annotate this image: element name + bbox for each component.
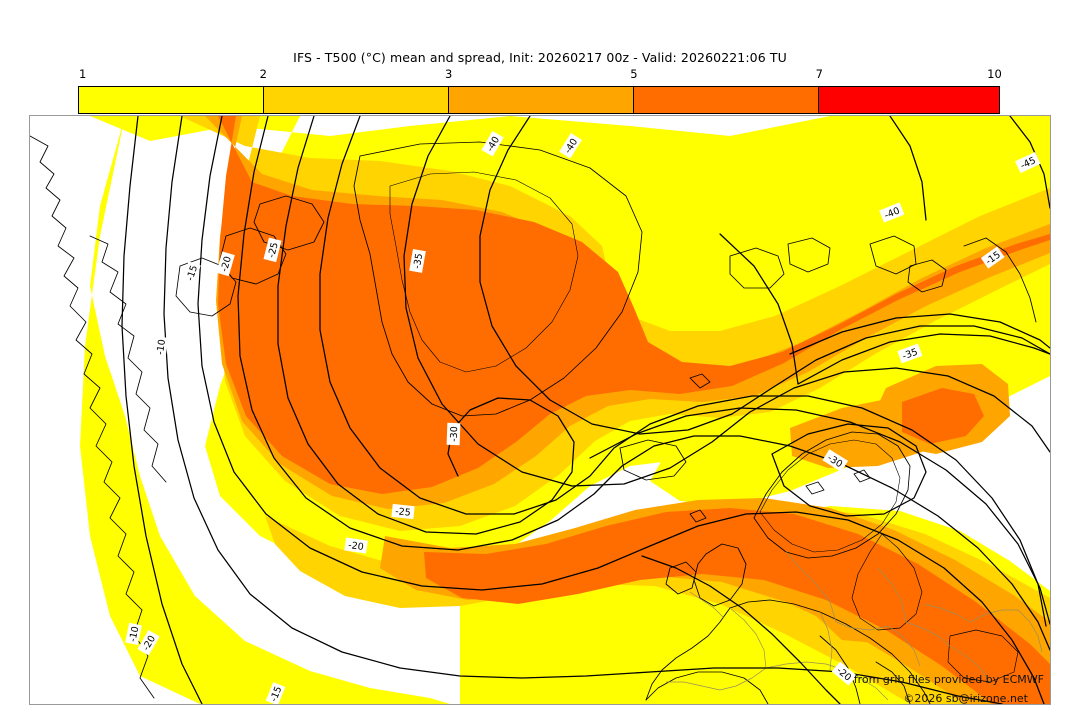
colorbar-segment-3-5 [448,87,634,113]
contour-label-minus-25-b: -25 [391,503,415,520]
contour-minus-20-branch [641,555,841,704]
colorbar-segment-2-3 [263,87,449,113]
svg-text:-15: -15 [185,264,200,282]
contour-minus-40-ne [789,313,1050,355]
svg-text:-35: -35 [412,252,426,269]
contour-minus-30-east [589,407,1050,625]
contour-minus-20 [197,116,1045,704]
svg-text:-25: -25 [266,241,280,259]
contour-minus-10 [121,116,203,704]
colorbar-tick-7: 7 [815,67,823,81]
svg-text:-10: -10 [155,339,168,356]
contour-minus-25 [237,116,1050,651]
colorbar-tick-2: 2 [259,67,267,81]
colorbar-tick-10: 10 [987,67,1002,81]
svg-text:-30: -30 [449,426,461,442]
colorbar: 1 2 3 5 7 10 [78,67,1002,114]
shading-level-5 [218,116,1050,704]
page-title: IFS - T500 (°C) mean and spread, Init: 2… [293,50,787,65]
svg-text:-15: -15 [268,685,284,704]
contour-minus-45 [479,116,1050,435]
colorbar-tick-3: 3 [444,67,453,81]
contour-label-minus-35-b: -35 [409,248,426,273]
colorbar-segment-1-2 [79,87,264,113]
svg-text:-35: -35 [901,347,919,363]
colorbar-tick-1: 1 [78,67,87,81]
contour-minus-35 [319,116,1047,627]
contour-label-minus-40-a: -40 [879,202,905,223]
contour-label-minus-15-b: -15 [265,682,286,704]
svg-text:-40: -40 [883,205,902,221]
svg-text:-20: -20 [219,255,234,273]
country-borders [666,551,1043,701]
weather-map[interactable]: -10 -10 -15 -15 -15 [30,116,1050,704]
contour-label-minus-10-b: -10 [152,336,169,358]
contour-extra-1 [889,116,927,221]
contour-minus-45-ne [719,233,799,385]
contour-minus-40 [403,116,1050,487]
contour-label-minus-20-a: -20 [216,251,235,277]
contour-label-minus-25-a: -25 [263,237,282,263]
svg-text:-25: -25 [395,506,412,519]
svg-text:-20: -20 [347,540,364,553]
colorbar-tick-5: 5 [630,67,638,81]
copyright-attribution: ©2026 sb@irizone.net [903,692,1028,705]
contour-label-minus-20-b: -20 [344,537,368,554]
svg-text:-10: -10 [127,625,141,642]
source-attribution: from grib files provided by ECMWF [853,673,1044,686]
contour-label-minus-30-a: -30 [446,422,461,446]
contour-label-minus-35-a: -35 [897,343,923,364]
contour-label-minus-10-a: -10 [125,622,142,646]
colorbar-segment-5-7 [633,87,819,113]
contour-minus-35-scand [771,423,927,517]
contour-minus-30 [277,116,575,535]
colorbar-segment-7-10 [818,87,999,113]
contour-minus-45-ne2 [797,333,1050,385]
contour-label-minus-15-a: -15 [182,261,201,285]
spread-shading [80,116,1050,704]
colorbar-gradient [78,86,1000,114]
map-panel[interactable]: -10 -10 -15 -15 -15 [29,115,1051,705]
